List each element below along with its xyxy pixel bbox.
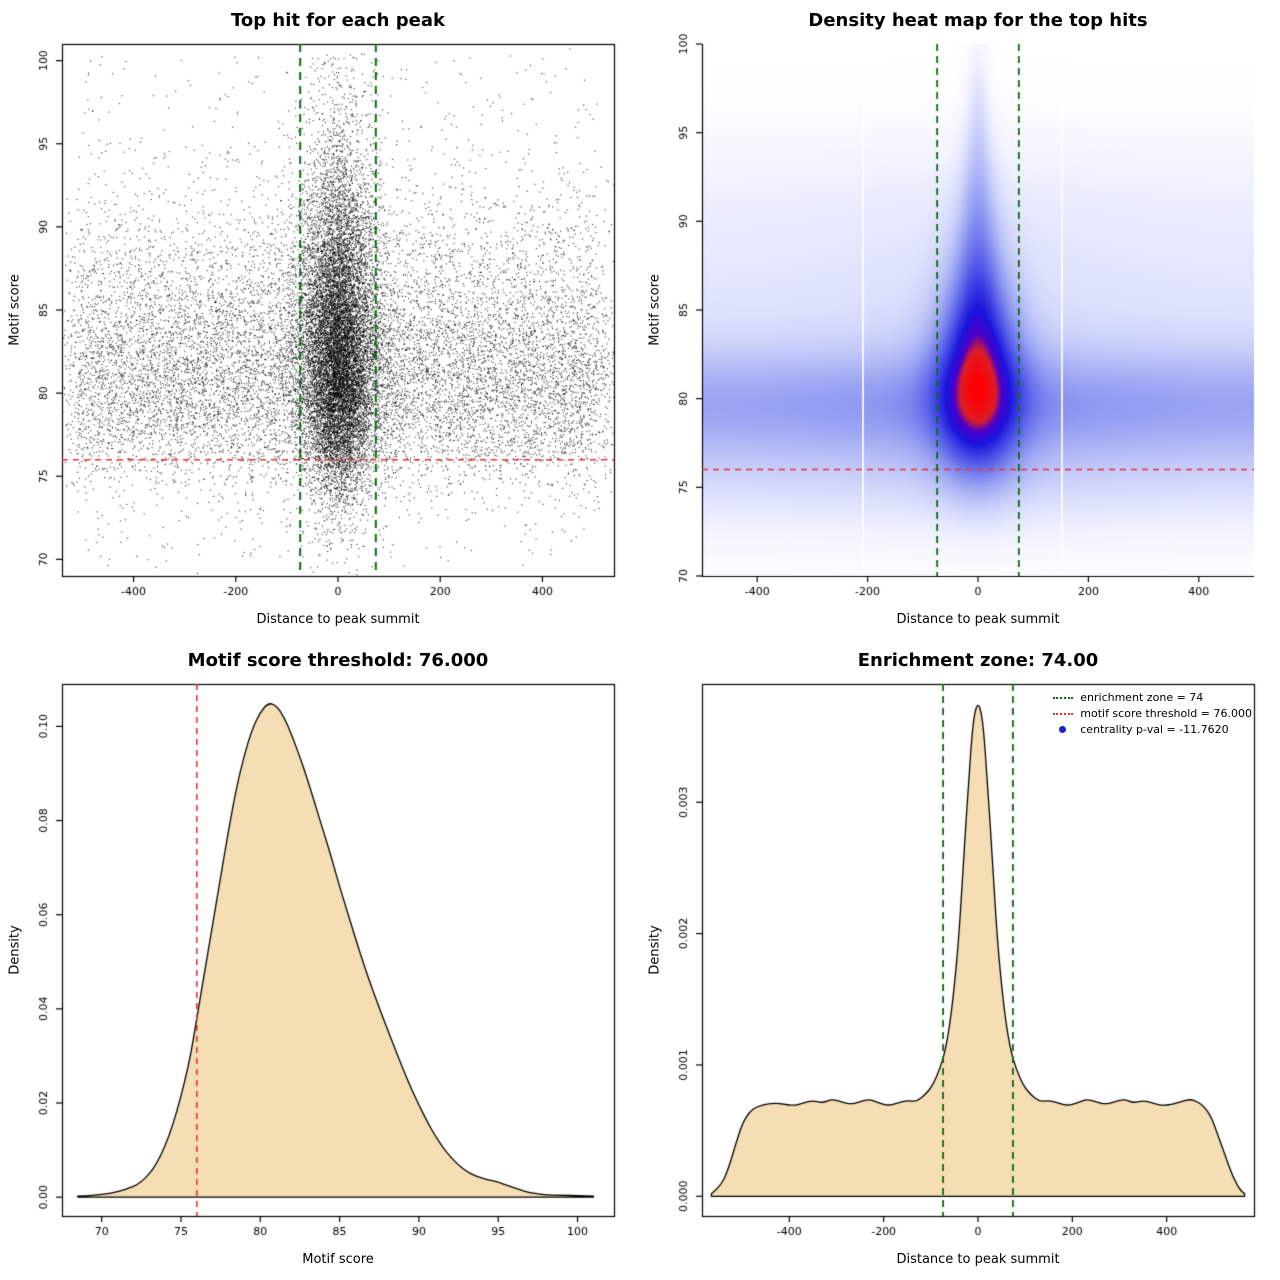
scatter-canvas	[0, 0, 640, 640]
y-axis-label: Density	[7, 925, 23, 975]
x-axis-label: Distance to peak summit	[896, 612, 1060, 627]
legend-item-enrichment-zone: enrichment zone = 74	[1053, 690, 1252, 706]
x-axis-label: Distance to peak summit	[896, 1252, 1060, 1267]
panel-density-heatmap: Density heat map for the top hits Distan…	[640, 0, 1280, 640]
heatmap-canvas	[640, 0, 1280, 640]
legend: enrichment zone = 74 motif score thresho…	[1053, 690, 1252, 738]
legend-label: enrichment zone = 74	[1080, 691, 1204, 704]
panel-motif-score-density: Motif score threshold: 76.000 Motif scor…	[0, 640, 640, 1280]
blue-dot-icon	[1059, 726, 1067, 734]
panel-title: Motif score threshold: 76.000	[187, 650, 489, 671]
x-axis-label: Distance to peak summit	[256, 612, 420, 627]
panel-title: Top hit for each peak	[231, 10, 445, 31]
legend-item-centrality-pval: centrality p-val = -11.7620	[1053, 722, 1252, 738]
y-axis-label: Motif score	[647, 274, 663, 346]
score-density-canvas	[0, 640, 640, 1280]
panel-title: Enrichment zone: 74.00	[857, 650, 1099, 671]
green-dotted-line-icon	[1053, 696, 1074, 699]
legend-label: centrality p-val = -11.7620	[1080, 722, 1229, 736]
legend-label: motif score threshold = 76.000	[1080, 706, 1252, 720]
red-dotted-line-icon	[1053, 712, 1074, 715]
y-axis-label: Motif score	[7, 274, 23, 346]
y-axis-label: Density	[647, 925, 663, 975]
panel-top-hits-scatter: Top hit for each peak Distance to peak s…	[0, 0, 640, 640]
distance-density-canvas	[640, 640, 1280, 1280]
panel-distance-density: Enrichment zone: 74.00 Distance to peak …	[640, 640, 1280, 1280]
legend-item-motif-threshold: motif score threshold = 76.000	[1053, 706, 1252, 722]
panel-title: Density heat map for the top hits	[808, 10, 1148, 31]
x-axis-label: Motif score	[302, 1252, 374, 1267]
